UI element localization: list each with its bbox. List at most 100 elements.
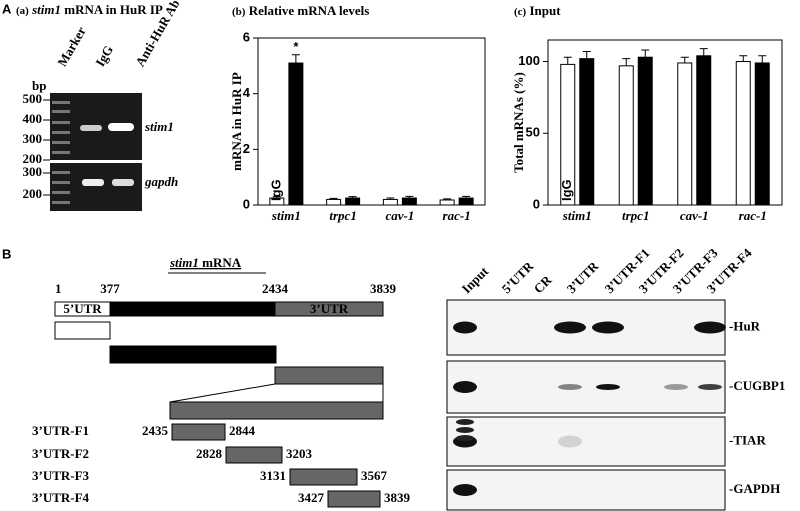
region-label: CR — [183, 301, 202, 316]
region-label: 3’UTR — [310, 301, 349, 316]
error-bar — [291, 54, 300, 64]
fragment-start: 2435 — [142, 423, 169, 438]
coordinate: 3839 — [370, 281, 397, 296]
construct — [54, 321, 111, 340]
band — [80, 125, 102, 131]
chart-title: (c) Input — [514, 3, 561, 18]
panel-letter: B — [2, 246, 11, 261]
panel-title: (a) stim1 mRNA in HuR IP — [16, 2, 163, 17]
blot-label: -CUGBP1 — [729, 378, 785, 393]
blot-band — [664, 384, 688, 390]
blot-band — [558, 384, 582, 390]
blot-label: -GAPDH — [729, 481, 780, 496]
marker-band — [52, 191, 70, 194]
gene-label: stim1 — [144, 119, 174, 134]
fragment — [225, 446, 283, 464]
blot-label: -HuR — [729, 318, 761, 333]
gel-tick-label: 200 — [23, 186, 43, 201]
gene-name: stim1 — [31, 2, 61, 17]
fragment-name: 3’UTR-F2 — [32, 446, 89, 461]
bar — [382, 198, 398, 206]
unit-label: bp — [32, 78, 46, 93]
bar — [326, 198, 342, 206]
bar — [345, 197, 361, 206]
blot-label: -TIAR — [729, 432, 766, 447]
gel-tick-label: 300 — [23, 131, 43, 146]
panel-label: (b) — [232, 6, 246, 18]
error-bar — [758, 55, 767, 63]
series-label: Anti-HuR Ab — [578, 124, 593, 201]
error-bar — [405, 195, 414, 199]
fragment-start: 3427 — [298, 490, 325, 505]
gel-tick-label: 200 — [23, 151, 43, 166]
blot-band — [592, 321, 624, 334]
x-tick-label: cav-1 — [680, 208, 709, 223]
series-label: IgG — [559, 179, 574, 201]
plot-frame — [257, 37, 486, 206]
y-axis-label: mRNA in HuR IP — [229, 72, 244, 171]
blot — [446, 416, 726, 467]
marker-band — [52, 131, 70, 134]
error-bar — [348, 196, 357, 199]
blot — [446, 360, 726, 414]
y-axis-label: Total mRNAs (%) — [511, 72, 526, 173]
blot-band — [596, 384, 620, 390]
fragment-end: 3839 — [384, 490, 411, 505]
fragment-name: 3’UTR-F4 — [32, 490, 90, 505]
error-bar — [443, 198, 452, 200]
gel-tick-label: 500 — [23, 91, 43, 106]
fragment-name: 3’UTR-F3 — [32, 468, 90, 483]
fragment-start: 3131 — [260, 468, 286, 483]
blot-band — [554, 321, 586, 334]
blot-band — [694, 321, 726, 334]
bar — [458, 197, 474, 206]
fragment-end: 3203 — [286, 446, 313, 461]
x-tick-label: stim1 — [271, 208, 301, 223]
error-bar — [622, 58, 631, 66]
panel-letter: A — [2, 1, 12, 16]
blot-lane-label: Input — [459, 263, 492, 296]
diagram-title: stim1 mRNA — [169, 255, 242, 270]
bar — [401, 197, 417, 206]
blot — [446, 469, 726, 511]
error-bar — [582, 50, 591, 59]
region — [274, 301, 384, 317]
marker-band — [52, 110, 70, 113]
coordinate: 2434 — [262, 281, 289, 296]
fragment — [171, 423, 226, 441]
lane-label: Marker — [54, 24, 89, 69]
error-bar — [699, 48, 708, 56]
title-text: mRNA in HuR IP — [61, 2, 163, 17]
title-text: Input — [529, 3, 561, 18]
x-tick-label: rac-1 — [739, 208, 767, 223]
gene-name: stim1 — [169, 255, 199, 270]
error-bar — [680, 56, 689, 63]
panel-label: (c) — [514, 6, 527, 18]
title-text: mRNA — [199, 255, 242, 270]
series-label: IgG — [268, 179, 283, 201]
title-text: Relative mRNA levels — [249, 3, 370, 18]
coordinate: 1 — [55, 281, 62, 296]
bar — [637, 56, 653, 206]
y-tick-label: 50 — [526, 125, 540, 140]
fragment-end: 2844 — [229, 423, 256, 438]
marker-band — [52, 171, 70, 174]
fragment-name: 3’UTR-F1 — [32, 423, 89, 438]
marker-band — [52, 141, 70, 144]
error-bar — [272, 196, 281, 199]
y-tick-label: 4 — [243, 85, 251, 100]
band — [82, 179, 104, 186]
error-bar — [386, 197, 395, 200]
error-bar — [462, 195, 471, 199]
region-label: 5’UTR — [63, 301, 102, 316]
gel-tick-label: 300 — [23, 164, 43, 179]
fragment-end: 3567 — [361, 468, 388, 483]
blot-lane-label: 3’UTR — [564, 258, 602, 296]
error-bar — [329, 197, 338, 200]
blot-lane-label: CR — [531, 272, 555, 296]
y-tick-label: 100 — [518, 53, 540, 68]
error-bar — [739, 55, 748, 62]
bar — [677, 62, 693, 206]
fragment-start: 2828 — [196, 446, 223, 461]
